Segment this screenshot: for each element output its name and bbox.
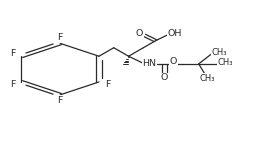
Text: CH₃: CH₃ [218,58,233,67]
Text: F: F [10,80,16,89]
Text: OH: OH [167,29,182,38]
Text: F: F [105,80,110,89]
Text: CH₃: CH₃ [200,74,215,83]
Text: CH₃: CH₃ [211,48,227,57]
Text: O: O [161,73,168,82]
Text: HN: HN [142,59,156,68]
Text: F: F [10,49,16,58]
Text: O: O [170,57,177,66]
Text: F: F [58,33,63,42]
Text: F: F [58,96,63,105]
Text: O: O [136,29,143,38]
